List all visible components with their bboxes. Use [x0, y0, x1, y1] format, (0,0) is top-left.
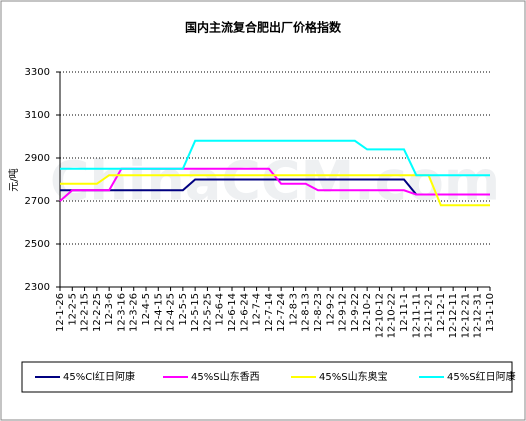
x-tick-label: 12-7-24	[276, 293, 287, 332]
legend-label: 45%S红日阿康	[447, 370, 516, 383]
y-tick-label: 2500	[25, 239, 50, 250]
x-tick-label: 12-9-22	[350, 293, 361, 332]
legend-label: 45%S山东奥宝	[319, 370, 388, 383]
y-tick-label: 2700	[25, 196, 50, 207]
x-tick-label: 12-12-31	[473, 293, 484, 338]
x-tick-label: 12-4-5	[141, 293, 152, 326]
x-tick-label: 12-6-24	[239, 293, 250, 332]
x-tick-label: 12-10-2	[362, 293, 373, 332]
x-tick-label: 12-5-25	[202, 293, 213, 332]
x-tick-label: 12-11-11	[411, 293, 422, 338]
x-tick-label: 12-2-5	[67, 293, 78, 326]
x-tick-label: 12-5-5	[178, 293, 189, 326]
x-tick-label: 12-8-23	[313, 293, 324, 332]
x-tick-label: 12-1-26	[55, 293, 66, 332]
x-tick-label: 12-3-6	[104, 293, 115, 326]
x-tick-label: 12-9-2	[325, 293, 336, 326]
x-tick-label: 12-2-15	[80, 293, 91, 332]
x-tick-label: 12-6-4	[215, 293, 226, 326]
x-tick-label: 12-3-16	[116, 293, 127, 332]
x-tick-label: 12-7-14	[264, 293, 275, 332]
x-tick-label: 12-11-1	[399, 293, 410, 332]
x-tick-label: 12-11-21	[424, 293, 435, 338]
legend-label: 45%Cl红日阿康	[63, 370, 135, 383]
x-tick-label: 12-10-22	[387, 293, 398, 338]
y-tick-label: 2900	[25, 153, 50, 164]
x-tick-label: 12-2-25	[92, 293, 103, 332]
x-tick-label: 12-12-11	[448, 293, 459, 338]
x-tick-label: 12-4-15	[153, 293, 164, 332]
x-tick-label: 12-10-12	[374, 293, 385, 338]
x-tick-label: 12-7-4	[252, 293, 263, 326]
y-tick-label: 3300	[25, 67, 50, 78]
x-tick-label: 12-8-3	[288, 293, 299, 326]
x-tick-label: 12-8-13	[301, 293, 312, 332]
x-tick-label: 13-1-10	[485, 293, 496, 332]
x-tick-label: 12-4-25	[166, 293, 177, 332]
legend-label: 45%S山东香西	[191, 370, 260, 383]
y-axis-label: 元/吨	[7, 168, 20, 191]
x-tick-label: 12-5-15	[190, 293, 201, 332]
y-tick-label: 2300	[25, 282, 50, 293]
legend-box	[21, 361, 513, 393]
watermark: ChinaCCM.com	[50, 150, 500, 213]
y-tick-label: 3100	[25, 110, 50, 121]
x-tick-label: 12-3-26	[129, 293, 140, 332]
x-tick-label: 12-6-14	[227, 293, 238, 332]
series-line	[60, 139, 490, 177]
chart-title: 国内主流复合肥出厂价格指数	[185, 20, 342, 35]
x-tick-label: 12-12-21	[460, 293, 471, 338]
x-tick-label: 12-9-12	[338, 293, 349, 332]
x-tick-label: 12-12-1	[436, 293, 447, 332]
